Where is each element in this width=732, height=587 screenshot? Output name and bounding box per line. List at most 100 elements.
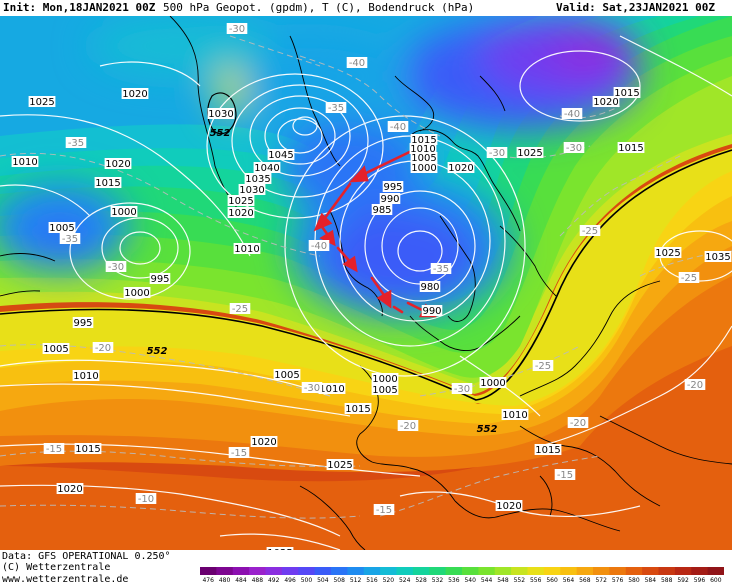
isobar-label: 990 bbox=[379, 193, 401, 205]
color-scale-level: 504 bbox=[317, 577, 329, 584]
temp-value: -35 bbox=[62, 234, 78, 245]
color-scale-swatch bbox=[494, 567, 512, 575]
color-scale-swatch bbox=[560, 567, 578, 575]
isobar-value: 1000 bbox=[111, 207, 136, 218]
color-scale-level: 524 bbox=[398, 577, 411, 584]
isobar-value: 1025 bbox=[327, 460, 352, 471]
color-scale-level: 580 bbox=[628, 577, 640, 584]
color-scale-level: 556 bbox=[529, 577, 542, 584]
isobar-value: 1035 bbox=[705, 252, 730, 263]
isobar-value: 1010 bbox=[73, 371, 98, 382]
chart-title: 500 hPa Geopot. (gpdm), T (C), Bodendruc… bbox=[163, 1, 475, 14]
isobar-label: 1005 bbox=[371, 384, 399, 396]
isobar-label: 1020 bbox=[592, 96, 620, 108]
color-scale-level: 576 bbox=[611, 577, 624, 584]
temp-label: -20 bbox=[92, 342, 114, 354]
temp-label: -20 bbox=[567, 417, 589, 429]
isobar-label: 1025 bbox=[28, 96, 56, 108]
color-scale-swatch bbox=[674, 567, 692, 575]
isobar-value: 995 bbox=[73, 318, 92, 329]
isobar-label: 1015 bbox=[94, 177, 122, 189]
isobar-value: 1005 bbox=[43, 344, 68, 355]
color-scale-swatch bbox=[265, 567, 283, 575]
color-scale-level: 500 bbox=[300, 577, 313, 584]
isobar-label: 1025 bbox=[654, 247, 682, 259]
isobar-value: 1025 bbox=[267, 548, 292, 550]
isobar-value: 990 bbox=[380, 194, 399, 205]
isobar-label: 1020 bbox=[250, 436, 278, 448]
isobar-label: 1005 bbox=[410, 152, 438, 164]
temp-label: -30 bbox=[451, 383, 473, 395]
isobar-label: 1000 bbox=[123, 287, 151, 299]
isobar-label: 1015 bbox=[534, 444, 562, 456]
color-scale-level: 476 bbox=[202, 577, 214, 584]
temp-label: -40 bbox=[561, 108, 583, 120]
isobar-value: 1035 bbox=[245, 174, 270, 185]
temp-label: -35 bbox=[59, 233, 81, 245]
geopot-label: 552 bbox=[477, 424, 498, 435]
coastlines bbox=[0, 16, 732, 550]
isobar-value: 1020 bbox=[496, 501, 521, 512]
isobar-value: 1000 bbox=[480, 378, 505, 389]
isobar-label: 1025 bbox=[227, 195, 255, 207]
temp-value: -35 bbox=[433, 264, 449, 275]
color-scale-swatch bbox=[412, 567, 430, 575]
temp-label: -35 bbox=[325, 102, 347, 114]
isobar-value: 995 bbox=[150, 274, 169, 285]
isobar-value: 1005 bbox=[411, 153, 436, 164]
isobar-value: 1005 bbox=[372, 385, 397, 396]
isobar-value: 1020 bbox=[448, 163, 473, 174]
temp-label: -40 bbox=[308, 240, 330, 252]
isobar-label: 1025 bbox=[516, 147, 544, 159]
isobar-label: 1000 bbox=[410, 162, 438, 174]
temp-value: -15 bbox=[46, 444, 62, 455]
isobar-value: 1010 bbox=[502, 410, 527, 421]
isobar-label: 995 bbox=[72, 317, 94, 329]
isobar-label: 1035 bbox=[244, 173, 272, 185]
isobar-label: 1025 bbox=[266, 547, 294, 550]
color-scale-swatch bbox=[642, 567, 659, 575]
isobar-label: 1025 bbox=[326, 459, 354, 471]
isobar-value: 980 bbox=[420, 282, 439, 293]
color-scale-swatch bbox=[543, 567, 561, 575]
color-scale-swatch bbox=[298, 567, 316, 575]
temp-value: -25 bbox=[582, 226, 598, 237]
isotherm-lines bbox=[0, 35, 732, 519]
isobar-value: 1020 bbox=[105, 159, 130, 170]
isobar-value: 1010 bbox=[12, 157, 37, 168]
color-scale-swatch bbox=[691, 567, 709, 575]
color-scale-swatch bbox=[347, 567, 365, 575]
temp-value: -25 bbox=[681, 273, 697, 284]
temp-value: -40 bbox=[311, 241, 327, 252]
isobar-value: 1015 bbox=[75, 444, 100, 455]
color-scale-level: 480 bbox=[218, 577, 231, 584]
isobar-value: 1015 bbox=[411, 135, 436, 146]
color-scale-level: 532 bbox=[431, 577, 444, 584]
temp-label: -15 bbox=[228, 447, 250, 459]
temp-value: -40 bbox=[349, 58, 365, 69]
geopot-label: 552 bbox=[210, 128, 231, 139]
temp-value: -20 bbox=[400, 421, 416, 432]
isobar-value: 1020 bbox=[593, 97, 618, 108]
color-scale-level: 584 bbox=[644, 577, 657, 584]
isobar-value: 1030 bbox=[208, 109, 233, 120]
temp-label: -40 bbox=[346, 57, 368, 69]
isobar-value: 1030 bbox=[239, 185, 264, 196]
temp-value: -30 bbox=[566, 143, 582, 154]
color-scale-swatch bbox=[216, 567, 234, 575]
color-scale-swatch bbox=[707, 567, 724, 575]
isobar-value: 1040 bbox=[254, 163, 279, 174]
temp-value: -35 bbox=[68, 138, 84, 149]
isobar-label: 1020 bbox=[56, 483, 84, 495]
isobar-value: 985 bbox=[372, 205, 391, 216]
color-scale-level: 540 bbox=[464, 577, 476, 584]
temp-value: -20 bbox=[95, 343, 111, 354]
weather-map: 1025 1020 1030 1010 1020 1015 1045 1040 1035 1030… bbox=[0, 16, 732, 550]
isobar-label: 1015 bbox=[410, 134, 438, 146]
isobar-label: 1020 bbox=[495, 500, 523, 512]
temp-value: -30 bbox=[304, 383, 320, 394]
isobar-label: 1035 bbox=[704, 251, 732, 263]
temp-value: -30 bbox=[454, 384, 470, 395]
temp-label: -25 bbox=[579, 225, 601, 237]
